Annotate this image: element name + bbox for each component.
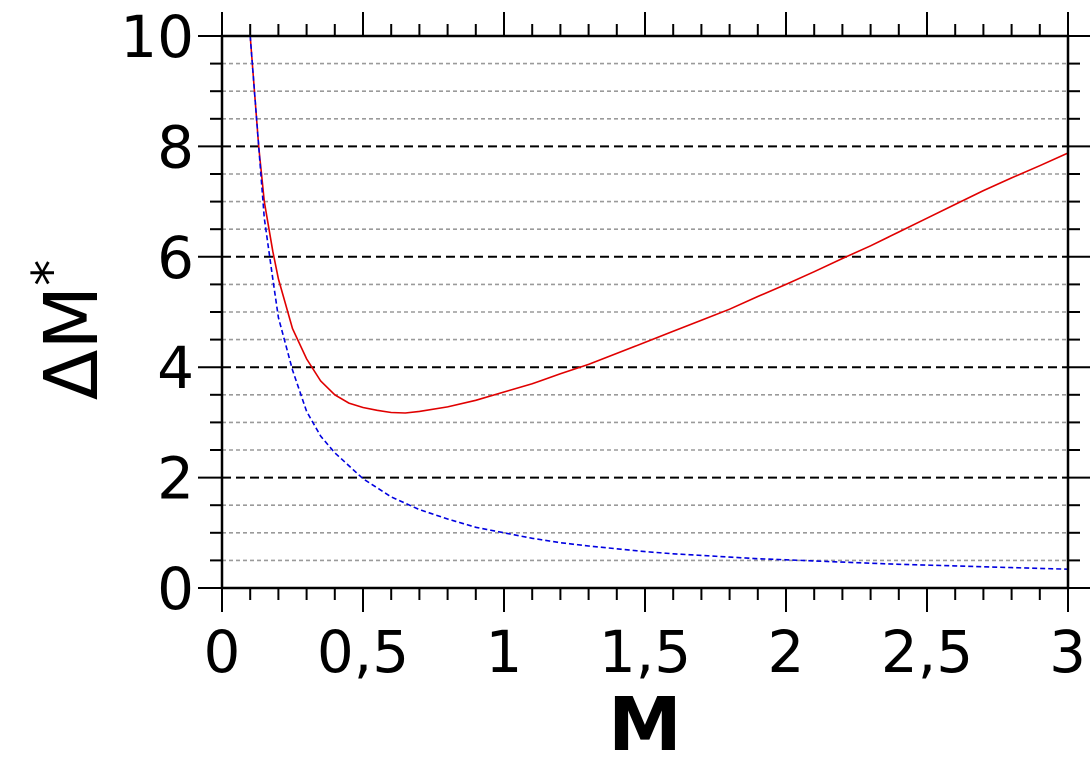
x-tick-label: 3 [1049, 618, 1086, 686]
x-tick-label: 1 [486, 618, 523, 686]
y-tick-label: 0 [157, 555, 194, 623]
series-line-blue-dashed [249, 35, 1069, 570]
series-line-red [249, 35, 1069, 414]
y-tick-labels: 0 2 4 6 8 10 [120, 3, 194, 623]
x-tick-labels: 0 0,5 1 1,5 2 2,5 3 [204, 618, 1086, 686]
x-tick-label: 1,5 [599, 618, 691, 686]
y-tick-label: 4 [157, 334, 194, 402]
y-tick-label: 6 [157, 224, 194, 292]
y-axis-label-main: ΔM [29, 286, 115, 400]
y-tick-label: 2 [157, 445, 194, 513]
x-tick-label: 2 [768, 618, 805, 686]
x-tick-label: 0,5 [317, 618, 409, 686]
y-tick-label: 10 [120, 3, 194, 71]
grid-lines [222, 62, 1068, 562]
x-axis-label: M [608, 682, 682, 763]
axis-ticks [198, 12, 1090, 612]
y-tick-label: 8 [157, 113, 194, 181]
y-axis-label: ΔM* [22, 260, 115, 400]
x-tick-label: 0 [204, 618, 241, 686]
x-tick-label: 2,5 [881, 618, 973, 686]
series-layer [249, 35, 1069, 570]
y-axis-label-superscript: * [22, 260, 82, 286]
